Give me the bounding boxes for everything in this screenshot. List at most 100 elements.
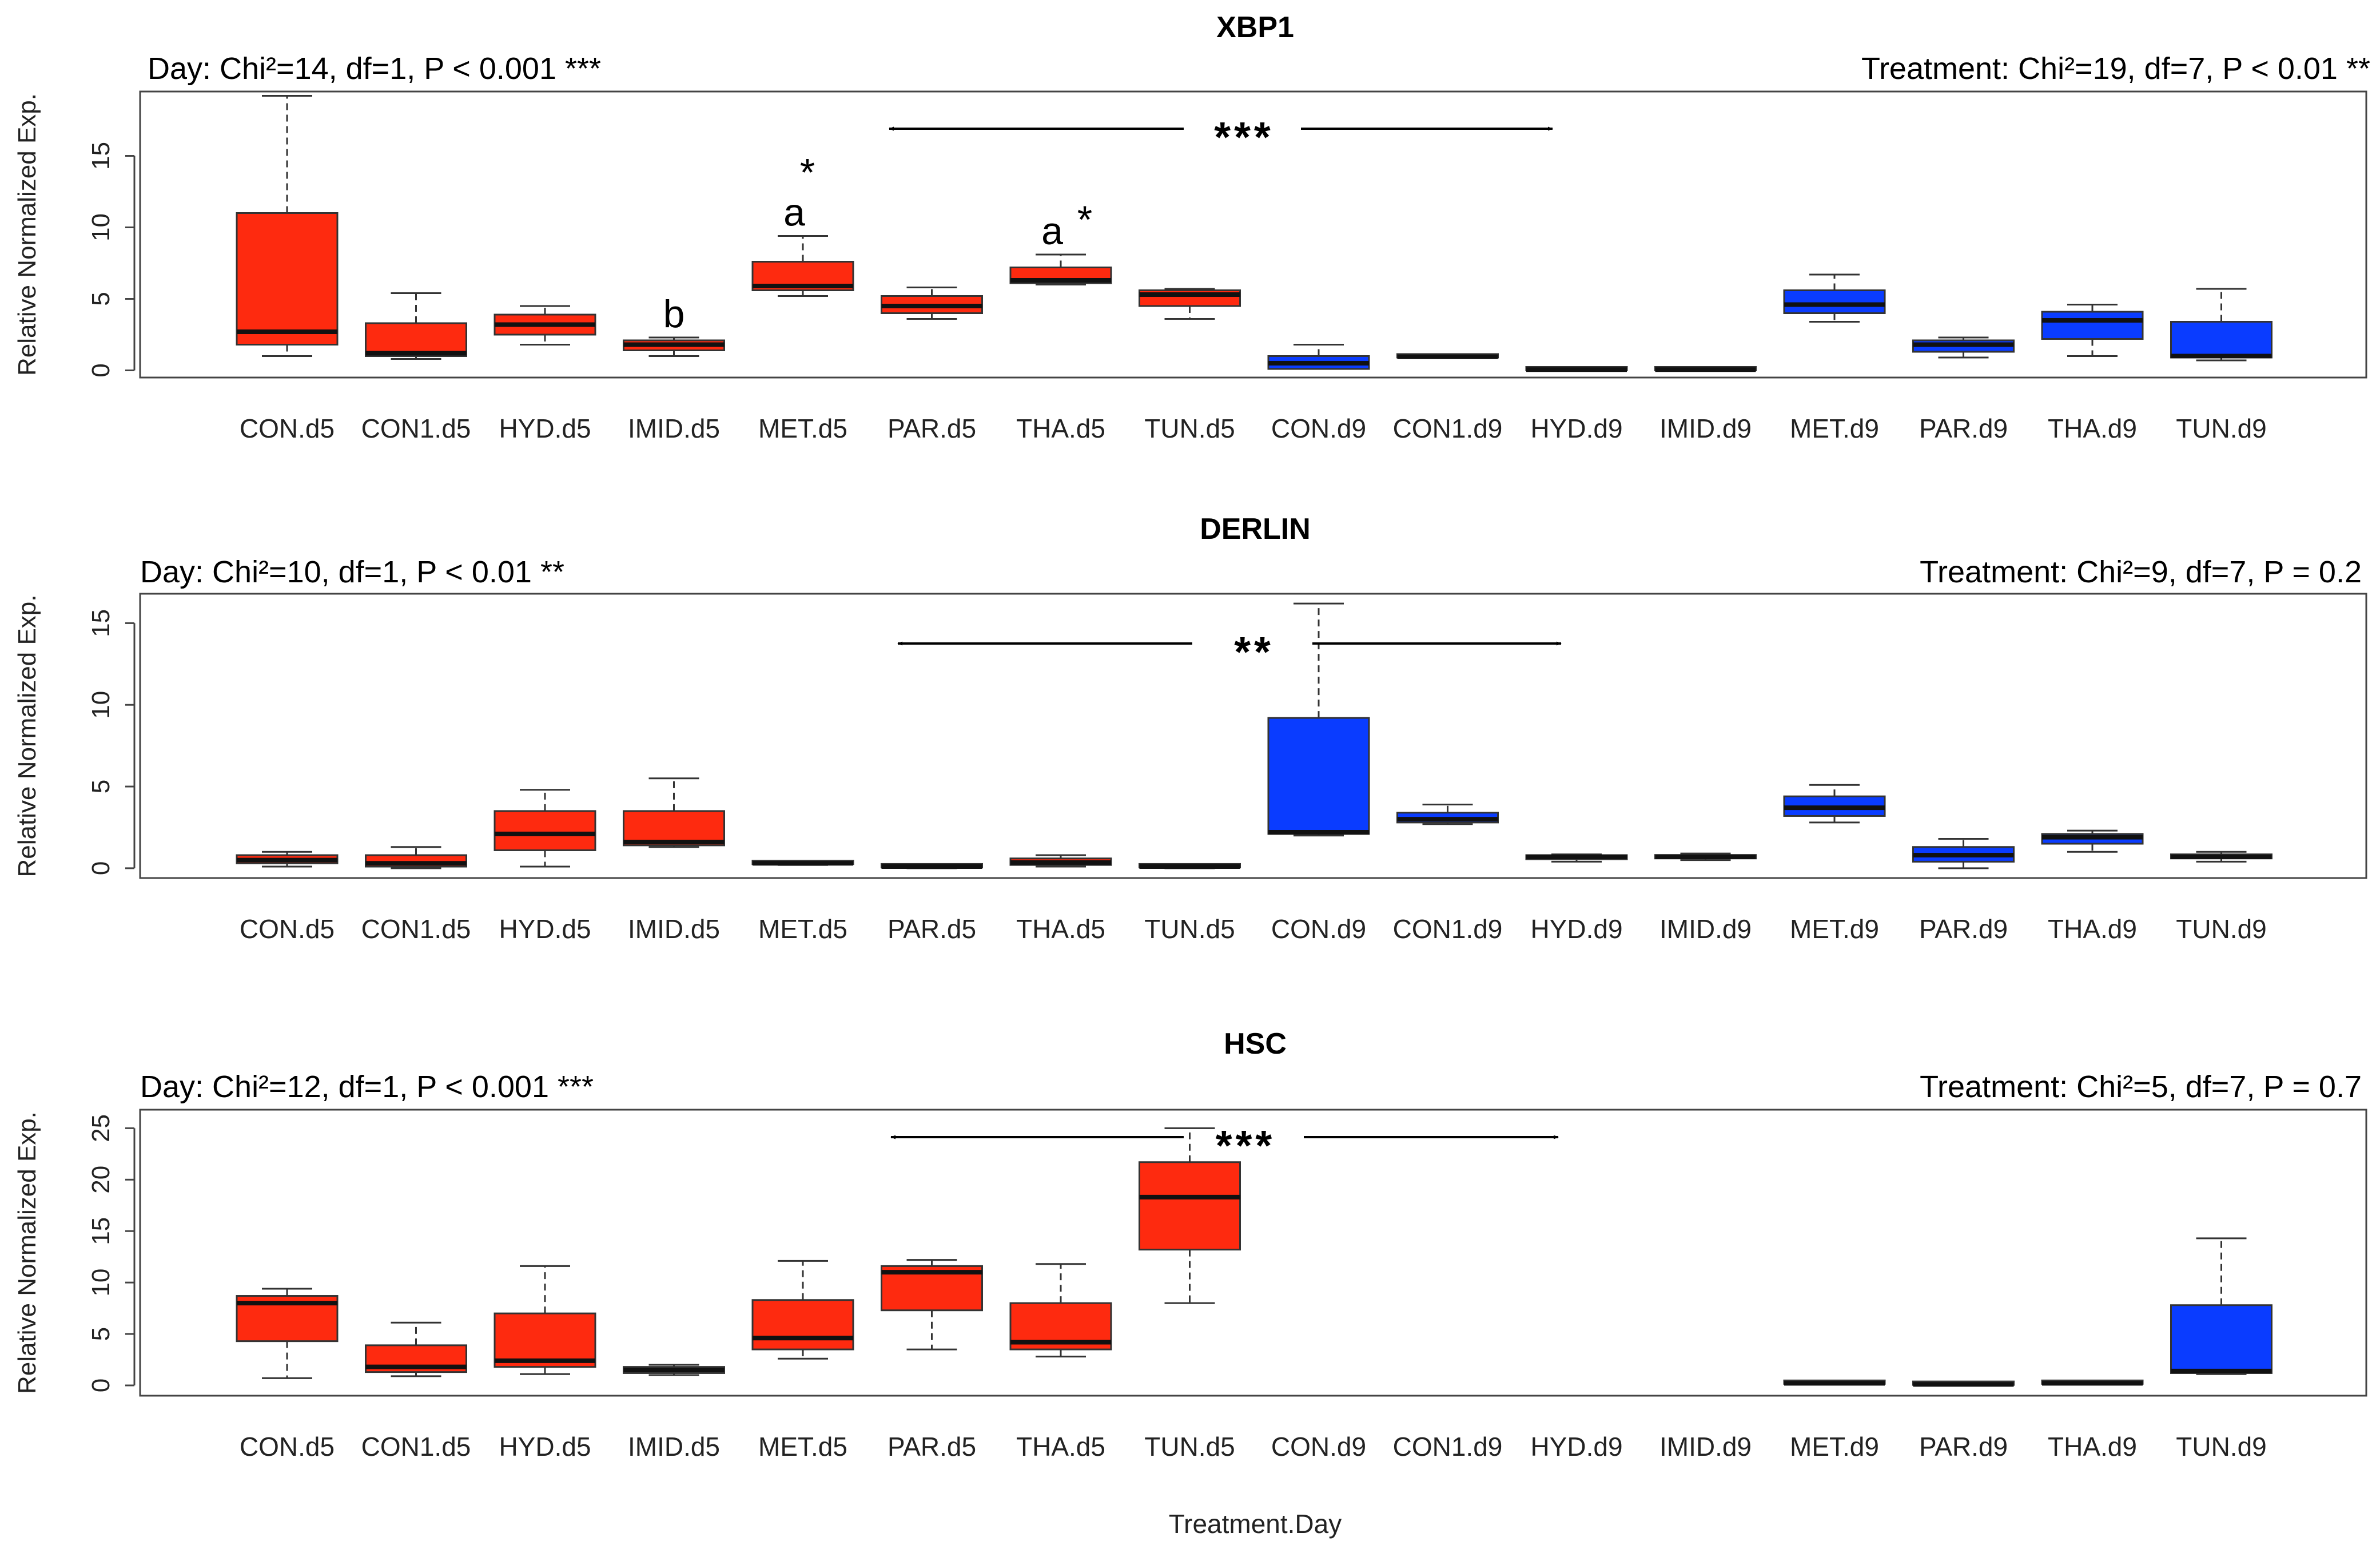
significance-letter: a bbox=[783, 191, 805, 235]
box-body bbox=[2041, 311, 2144, 340]
category-label: THA.d9 bbox=[2048, 914, 2137, 944]
box-hyd-d9 bbox=[1525, 853, 1628, 863]
box-tha-d9 bbox=[2041, 1379, 2144, 1386]
significance-stars: *** bbox=[1214, 113, 1273, 161]
box-met-d5 bbox=[751, 860, 854, 866]
plot-frame bbox=[139, 593, 2367, 879]
box-tun-d9 bbox=[2170, 851, 2272, 863]
category-label: PAR.d9 bbox=[1919, 914, 2008, 944]
category-label: THA.d9 bbox=[2048, 1432, 2137, 1461]
category-label: CON.d9 bbox=[1271, 914, 1366, 944]
box-par-d5 bbox=[881, 863, 983, 869]
box-body bbox=[493, 1312, 596, 1368]
significance-letter: a bbox=[1041, 209, 1063, 253]
category-label: HYD.d9 bbox=[1530, 914, 1622, 944]
box-tha-d5 bbox=[1009, 1263, 1112, 1358]
category-label: HYD.d9 bbox=[1530, 1432, 1622, 1461]
category-label: CON1.d9 bbox=[1393, 414, 1503, 443]
box-met-d9 bbox=[1783, 784, 1886, 824]
category-label: THA.d5 bbox=[1016, 1432, 1105, 1461]
category-label: CON1.d5 bbox=[361, 414, 471, 443]
box-tha-d9 bbox=[2041, 304, 2144, 357]
treatment-stat-label: Treatment: Chi²=5, df=7, P = 0.7 bbox=[1920, 1070, 2362, 1104]
significance-star: * bbox=[1077, 198, 1092, 241]
category-label: MET.d9 bbox=[1790, 1432, 1879, 1461]
day-stat-label: Day: Chi²=12, df=1, P < 0.001 *** bbox=[140, 1070, 594, 1104]
box-imid-d5 bbox=[623, 777, 725, 848]
y-tick-label: 20 bbox=[87, 1166, 115, 1194]
category-label: CON.d5 bbox=[240, 914, 335, 944]
y-tick-label: 15 bbox=[87, 1217, 115, 1245]
category-label: IMID.d5 bbox=[628, 1432, 720, 1461]
chart-panel-2: DERLIN Day: Chi²=10, df=1, P < 0.01 ** Tre… bbox=[13, 513, 2367, 944]
category-label: MET.d5 bbox=[758, 414, 847, 443]
category-label: PAR.d5 bbox=[887, 414, 976, 443]
box-par-d9 bbox=[1912, 837, 2015, 869]
category-label: HYD.d9 bbox=[1530, 414, 1622, 443]
box-tun-d5 bbox=[1139, 863, 1241, 869]
box-hyd-d5 bbox=[493, 789, 596, 868]
y-tick-label: 10 bbox=[87, 1269, 115, 1297]
category-label: TUN.d9 bbox=[2176, 1432, 2266, 1461]
box-par-d5 bbox=[881, 287, 983, 320]
category-label: THA.d5 bbox=[1016, 414, 1105, 443]
category-label: CON.d5 bbox=[240, 1432, 335, 1461]
category-label: MET.d9 bbox=[1790, 414, 1879, 443]
category-label: IMID.d9 bbox=[1659, 1432, 1752, 1461]
y-tick-label: 5 bbox=[87, 292, 115, 305]
box-imid-d5 bbox=[623, 1364, 725, 1376]
box-tha-d5 bbox=[1009, 854, 1112, 868]
box-body bbox=[1267, 717, 1370, 835]
box-imid-d5 bbox=[623, 336, 725, 357]
category-label: TUN.d5 bbox=[1144, 1432, 1235, 1461]
category-label: IMID.d5 bbox=[628, 914, 720, 944]
x-axis-label: Treatment.Day bbox=[1169, 1509, 1342, 1539]
chart-panel-3: HSC Day: Chi²=12, df=1, P < 0.001 *** Trea… bbox=[13, 1027, 2367, 1539]
box-par-d9 bbox=[1912, 336, 2015, 359]
category-label: MET.d5 bbox=[758, 1432, 847, 1461]
y-tick-label: 10 bbox=[87, 691, 115, 719]
box-con-d5 bbox=[236, 851, 339, 868]
y-axis-label: Relative Normalized Exp. bbox=[13, 595, 41, 877]
category-label: THA.d9 bbox=[2048, 414, 2137, 443]
y-axis-label: Relative Normalized Exp. bbox=[13, 93, 41, 376]
box-body bbox=[2170, 321, 2272, 359]
day-stat-label: Day: Chi²=10, df=1, P < 0.01 ** bbox=[140, 555, 564, 589]
category-label: CON.d9 bbox=[1271, 1432, 1366, 1461]
box-tun-d5 bbox=[1139, 288, 1241, 320]
chart-panel-1: XBP1 Day: Chi²=14, df=1, P < 0.001 *** Tre… bbox=[13, 11, 2370, 443]
box-tun-d9 bbox=[2170, 288, 2272, 362]
box-con1-d5 bbox=[365, 292, 467, 360]
box-hyd-d5 bbox=[493, 305, 596, 345]
category-label: TUN.d9 bbox=[2176, 914, 2266, 944]
category-label: PAR.d9 bbox=[1919, 1432, 2008, 1461]
category-label: MET.d9 bbox=[1790, 914, 1879, 944]
category-label: TUN.d5 bbox=[1144, 414, 1235, 443]
box-imid-d9 bbox=[1654, 366, 1757, 372]
box-tun-d5 bbox=[1139, 1127, 1241, 1304]
category-label: THA.d5 bbox=[1016, 914, 1105, 944]
box-body bbox=[623, 810, 725, 847]
category-label: CON1.d5 bbox=[361, 1432, 471, 1461]
treatment-stat-label: Treatment: Chi²=9, df=7, P = 0.2 bbox=[1920, 555, 2362, 589]
box-body bbox=[2170, 1304, 2272, 1374]
chart-title: HSC bbox=[1224, 1027, 1287, 1061]
y-tick-label: 0 bbox=[87, 861, 115, 875]
box-body bbox=[1783, 289, 1886, 314]
y-tick-label: 5 bbox=[87, 1327, 115, 1341]
box-par-d5 bbox=[881, 1259, 983, 1351]
box-con1-d9 bbox=[1396, 803, 1499, 825]
category-label: CON.d9 bbox=[1271, 414, 1366, 443]
treatment-stat-label: Treatment: Chi²=19, df=7, P < 0.01 ** bbox=[1861, 51, 2370, 86]
box-tun-d9 bbox=[2170, 1237, 2272, 1375]
category-label: PAR.d5 bbox=[887, 914, 976, 944]
category-label: CON1.d9 bbox=[1393, 1432, 1503, 1461]
box-met-d9 bbox=[1783, 1379, 1886, 1386]
y-tick-label: 10 bbox=[87, 213, 115, 241]
category-label: HYD.d5 bbox=[499, 1432, 591, 1461]
category-label: TUN.d9 bbox=[2176, 414, 2266, 443]
box-con1-d9 bbox=[1396, 353, 1499, 359]
category-label: HYD.d5 bbox=[499, 414, 591, 443]
box-tha-d5 bbox=[1009, 253, 1112, 285]
